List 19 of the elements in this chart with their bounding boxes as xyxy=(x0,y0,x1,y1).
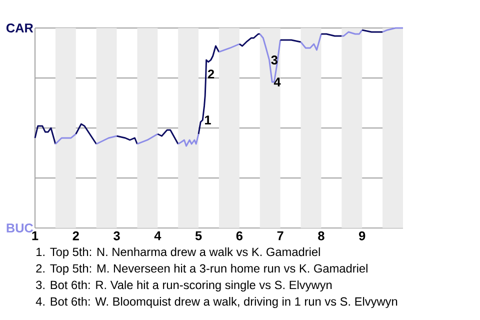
text: CAR xyxy=(6,24,34,32)
annotation: 3 xyxy=(271,55,278,64)
x-tick-label: 3 xyxy=(114,231,120,240)
x-tick-label: 1 xyxy=(32,231,38,240)
x-tick-label: 2 xyxy=(72,231,79,240)
annotation: 2 xyxy=(208,70,214,78)
annotation: 1 xyxy=(205,116,211,124)
x-tick-label: 9 xyxy=(359,231,366,240)
text: BUC xyxy=(6,224,34,232)
text: 2. Top 5th: M. Neverseen hit a 3-run home run vs K. Gamadriel xyxy=(36,264,368,275)
x-tick-label: 5 xyxy=(195,231,202,240)
text: 4. Bot 6th: W. Bloomquist drew a walk, driving in 1 run vs S. Elvywyn xyxy=(36,296,398,308)
x-tick-label: 8 xyxy=(318,231,324,240)
annotation: 4 xyxy=(274,78,281,86)
text: 1. Top 5th: N. Nenharma drew a walk vs K. Gamadriel xyxy=(36,247,320,258)
x-tick-label: 7 xyxy=(277,231,284,240)
x-tick-label: 6 xyxy=(236,231,242,240)
x-tick-label: 4 xyxy=(154,231,162,240)
text: 3. Bot 6th: R. Vale hit a run-scoring single vs S. Elvywyn xyxy=(36,280,332,292)
